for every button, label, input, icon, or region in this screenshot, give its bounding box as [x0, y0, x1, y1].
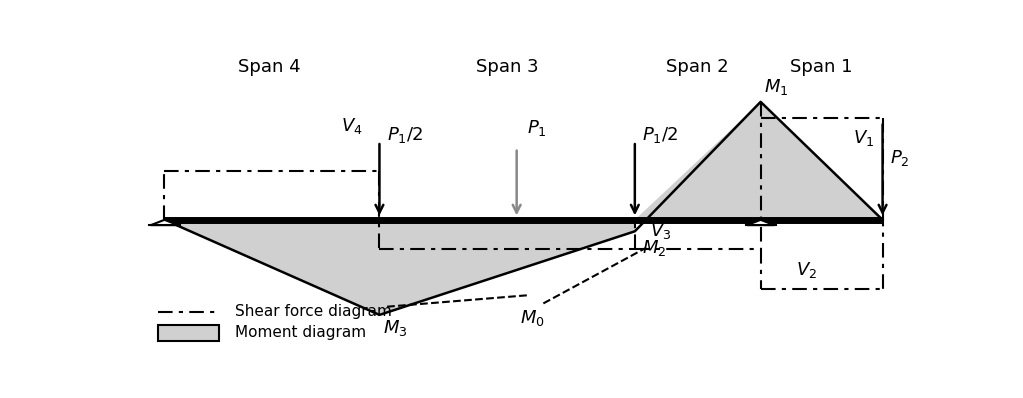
Text: Shear force diagram: Shear force diagram — [234, 304, 392, 319]
Text: Span 4: Span 4 — [237, 59, 300, 76]
Text: $V_2$: $V_2$ — [796, 260, 817, 281]
Text: $V_4$: $V_4$ — [341, 117, 363, 137]
Text: $M_2$: $M_2$ — [642, 238, 667, 258]
Text: $M_3$: $M_3$ — [384, 318, 408, 338]
Text: $P_2$: $P_2$ — [890, 148, 909, 168]
Text: $M_0$: $M_0$ — [520, 308, 544, 328]
Text: $P_1$: $P_1$ — [527, 118, 546, 138]
FancyBboxPatch shape — [159, 325, 219, 341]
Polygon shape — [150, 220, 178, 225]
Text: $P_1/2$: $P_1/2$ — [642, 125, 679, 144]
Polygon shape — [165, 220, 635, 315]
Text: $V_3$: $V_3$ — [650, 221, 671, 241]
Polygon shape — [635, 102, 883, 220]
Text: $M_1$: $M_1$ — [764, 77, 789, 97]
Text: $V_1$: $V_1$ — [853, 128, 874, 148]
Text: Span 3: Span 3 — [476, 59, 539, 76]
Text: Moment diagram: Moment diagram — [234, 326, 366, 340]
Text: Span 1: Span 1 — [791, 59, 853, 76]
Polygon shape — [747, 220, 774, 225]
Text: $P_1/2$: $P_1/2$ — [387, 125, 424, 144]
Text: Span 2: Span 2 — [666, 59, 728, 76]
